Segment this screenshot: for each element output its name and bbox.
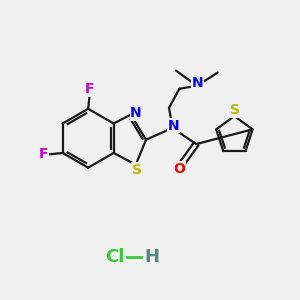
Text: N: N (167, 118, 179, 133)
Text: F: F (85, 82, 94, 96)
Text: S: S (132, 163, 142, 177)
Text: O: O (173, 162, 185, 176)
Text: F: F (38, 147, 48, 161)
Text: S: S (230, 103, 240, 117)
Text: H: H (144, 248, 159, 266)
Text: N: N (130, 106, 142, 120)
Text: N: N (192, 76, 203, 90)
Text: Cl: Cl (105, 248, 124, 266)
